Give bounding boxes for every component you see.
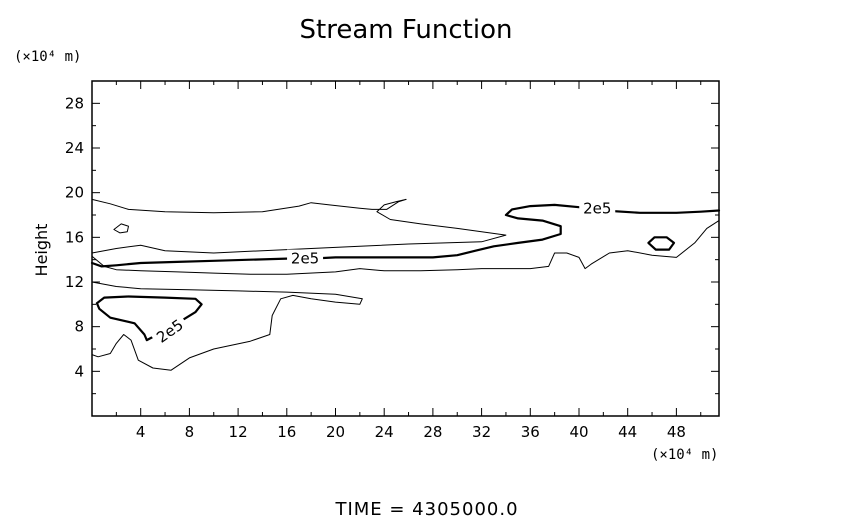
contour-line-thin bbox=[113, 223, 129, 234]
contour-line-thin bbox=[91, 198, 507, 254]
y-axis-label: Height bbox=[32, 224, 51, 277]
contour-line-thick bbox=[95, 295, 203, 342]
contour-label-group: 2e5 bbox=[579, 199, 616, 217]
contour-label-bg bbox=[287, 249, 324, 267]
x-tick-label: 36 bbox=[521, 423, 540, 441]
contour-label-bg bbox=[150, 313, 190, 349]
y-axis-unit: (×10⁴ m) bbox=[14, 49, 81, 65]
contour-lines bbox=[90, 198, 721, 371]
plot-frame bbox=[91, 80, 720, 417]
contour-line-thin bbox=[91, 220, 720, 275]
y-tick-label: 12 bbox=[65, 273, 84, 291]
x-tick-label: 32 bbox=[472, 423, 491, 441]
time-footer: TIME = 4305000.0 bbox=[334, 499, 518, 519]
contour-label: 2e5 bbox=[291, 250, 319, 268]
x-tick-label: 8 bbox=[185, 423, 195, 441]
contour-line-thick bbox=[647, 236, 676, 251]
y-tick-label: 16 bbox=[65, 228, 84, 246]
y-tick-label: 8 bbox=[74, 318, 84, 336]
x-tick-label: 48 bbox=[667, 423, 686, 441]
x-tick-label: 4 bbox=[136, 423, 146, 441]
x-tick-label: 12 bbox=[229, 423, 248, 441]
x-tick-label: 20 bbox=[326, 423, 345, 441]
contour-line-thick bbox=[90, 203, 721, 268]
y-tick-label: 20 bbox=[65, 184, 84, 202]
contour-label: 2e5 bbox=[583, 199, 611, 217]
x-tick-label: 16 bbox=[277, 423, 296, 441]
y-tick-label: 28 bbox=[65, 94, 84, 112]
contour-label-bg bbox=[579, 199, 616, 217]
chart-title: Stream Function bbox=[300, 15, 513, 45]
y-tick-label: 4 bbox=[74, 362, 84, 380]
x-axis-unit: (×10⁴ m) bbox=[651, 447, 718, 463]
x-tick-label: 24 bbox=[375, 423, 394, 441]
x-tick-label: 44 bbox=[618, 423, 637, 441]
contour-line-thin bbox=[91, 281, 363, 371]
y-tick-label: 24 bbox=[65, 139, 84, 157]
contour-label-group: 2e5 bbox=[287, 249, 324, 268]
x-tick-label: 40 bbox=[569, 423, 588, 441]
x-tick-label: 28 bbox=[423, 423, 442, 441]
